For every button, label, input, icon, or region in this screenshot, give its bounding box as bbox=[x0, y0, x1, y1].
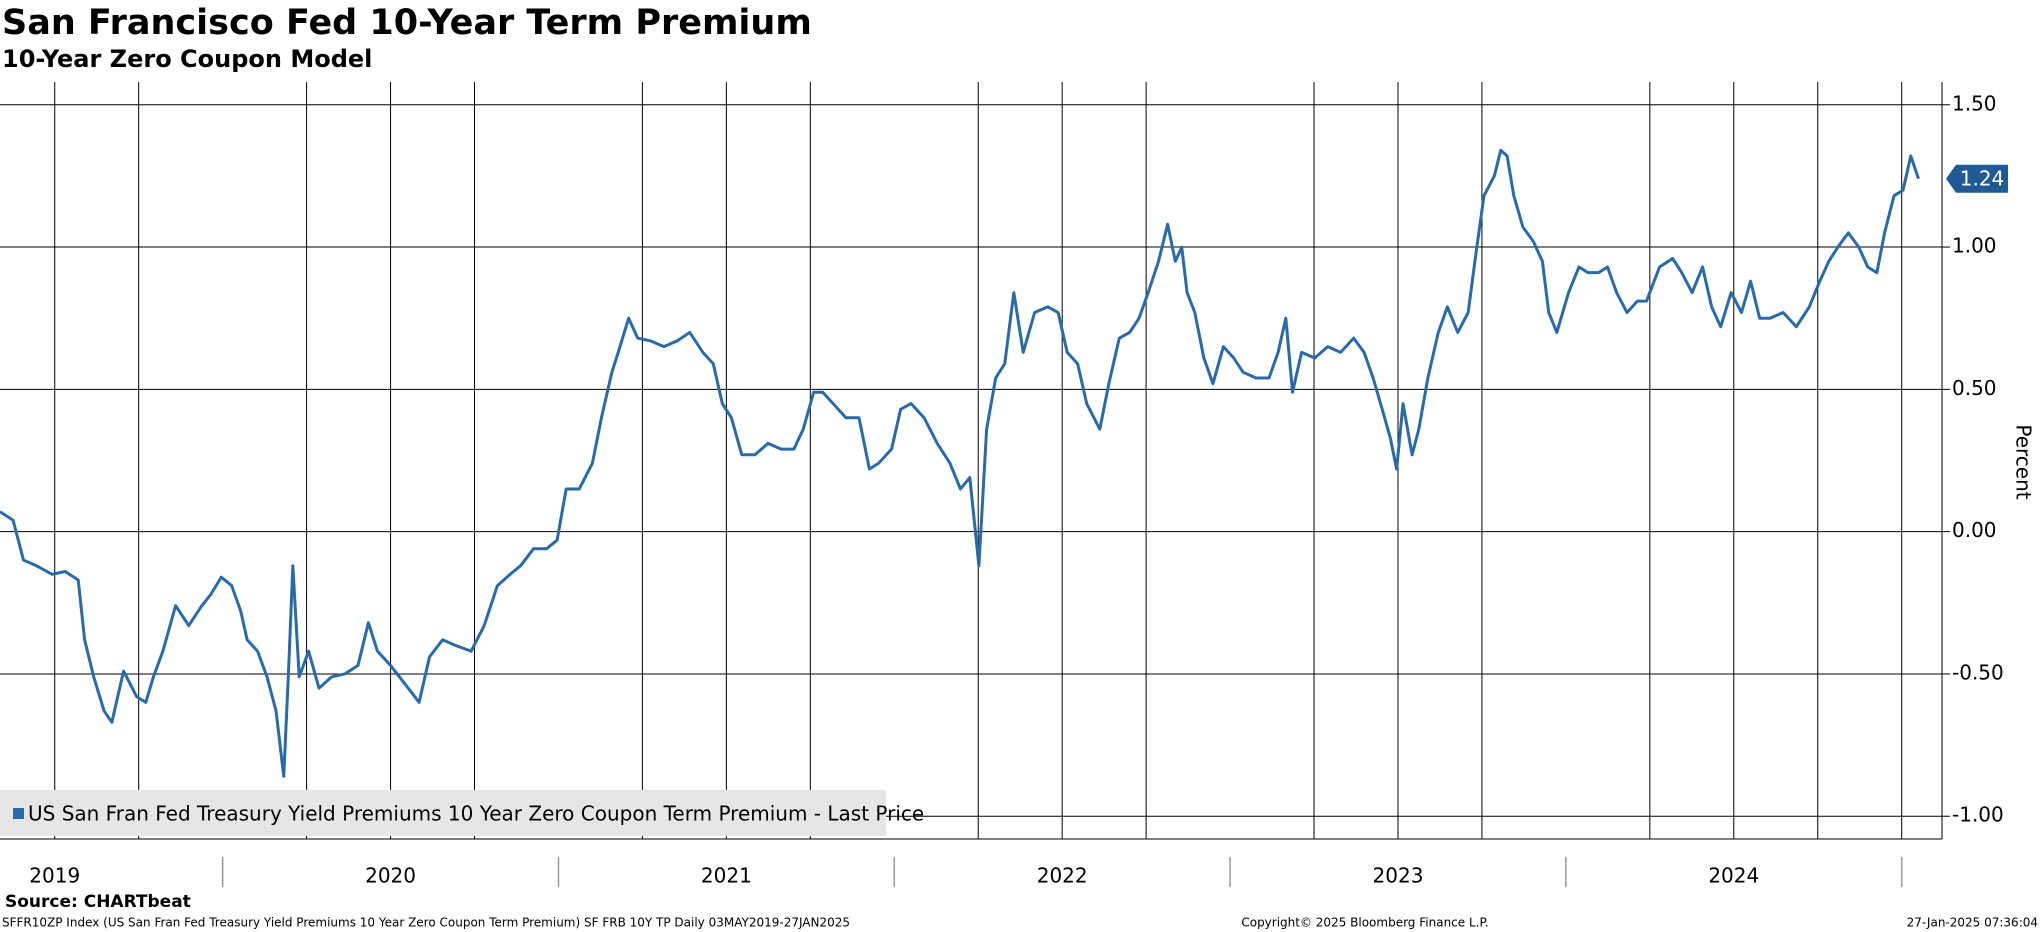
y-tick-label: -1.00 bbox=[1952, 803, 2004, 827]
x-tick-label: 2020 bbox=[365, 864, 416, 888]
y-axis-label: Percent bbox=[2012, 424, 2036, 499]
y-tick-label: 1.50 bbox=[1952, 91, 1997, 115]
footer-center: Copyright© 2025 Bloomberg Finance L.P. bbox=[1241, 916, 1488, 930]
x-tick-label: 2019 bbox=[29, 864, 80, 888]
series-line bbox=[0, 148, 1920, 778]
last-price-label: 1.24 bbox=[1960, 166, 2005, 190]
legend-box bbox=[0, 790, 886, 836]
legend-swatch bbox=[13, 808, 24, 819]
x-tick-label: 2021 bbox=[701, 864, 752, 888]
source: Source: CHARTbeat bbox=[5, 892, 191, 912]
chart-subtitle: 10-Year Zero Coupon Model bbox=[2, 45, 372, 73]
x-tick-label: 2023 bbox=[1373, 864, 1424, 888]
y-tick-label: 1.00 bbox=[1952, 234, 1997, 258]
footer-right: 27-Jan-2025 07:36:04 bbox=[1907, 916, 2038, 930]
legend-label: US San Fran Fed Treasury Yield Premiums … bbox=[28, 802, 924, 826]
footer-left: SFFR10ZP Index (US San Fran Fed Treasury… bbox=[2, 916, 850, 930]
last-price-tag bbox=[1946, 164, 2008, 193]
chart-title: San Francisco Fed 10-Year Term Premium bbox=[2, 3, 812, 43]
x-tick-label: 2022 bbox=[1037, 864, 1088, 888]
y-tick-label: -0.50 bbox=[1952, 660, 2004, 684]
y-tick-label: 0.50 bbox=[1952, 376, 1997, 400]
y-tick-label: 0.00 bbox=[1952, 518, 1997, 542]
x-tick-label: 2024 bbox=[1708, 864, 1759, 888]
